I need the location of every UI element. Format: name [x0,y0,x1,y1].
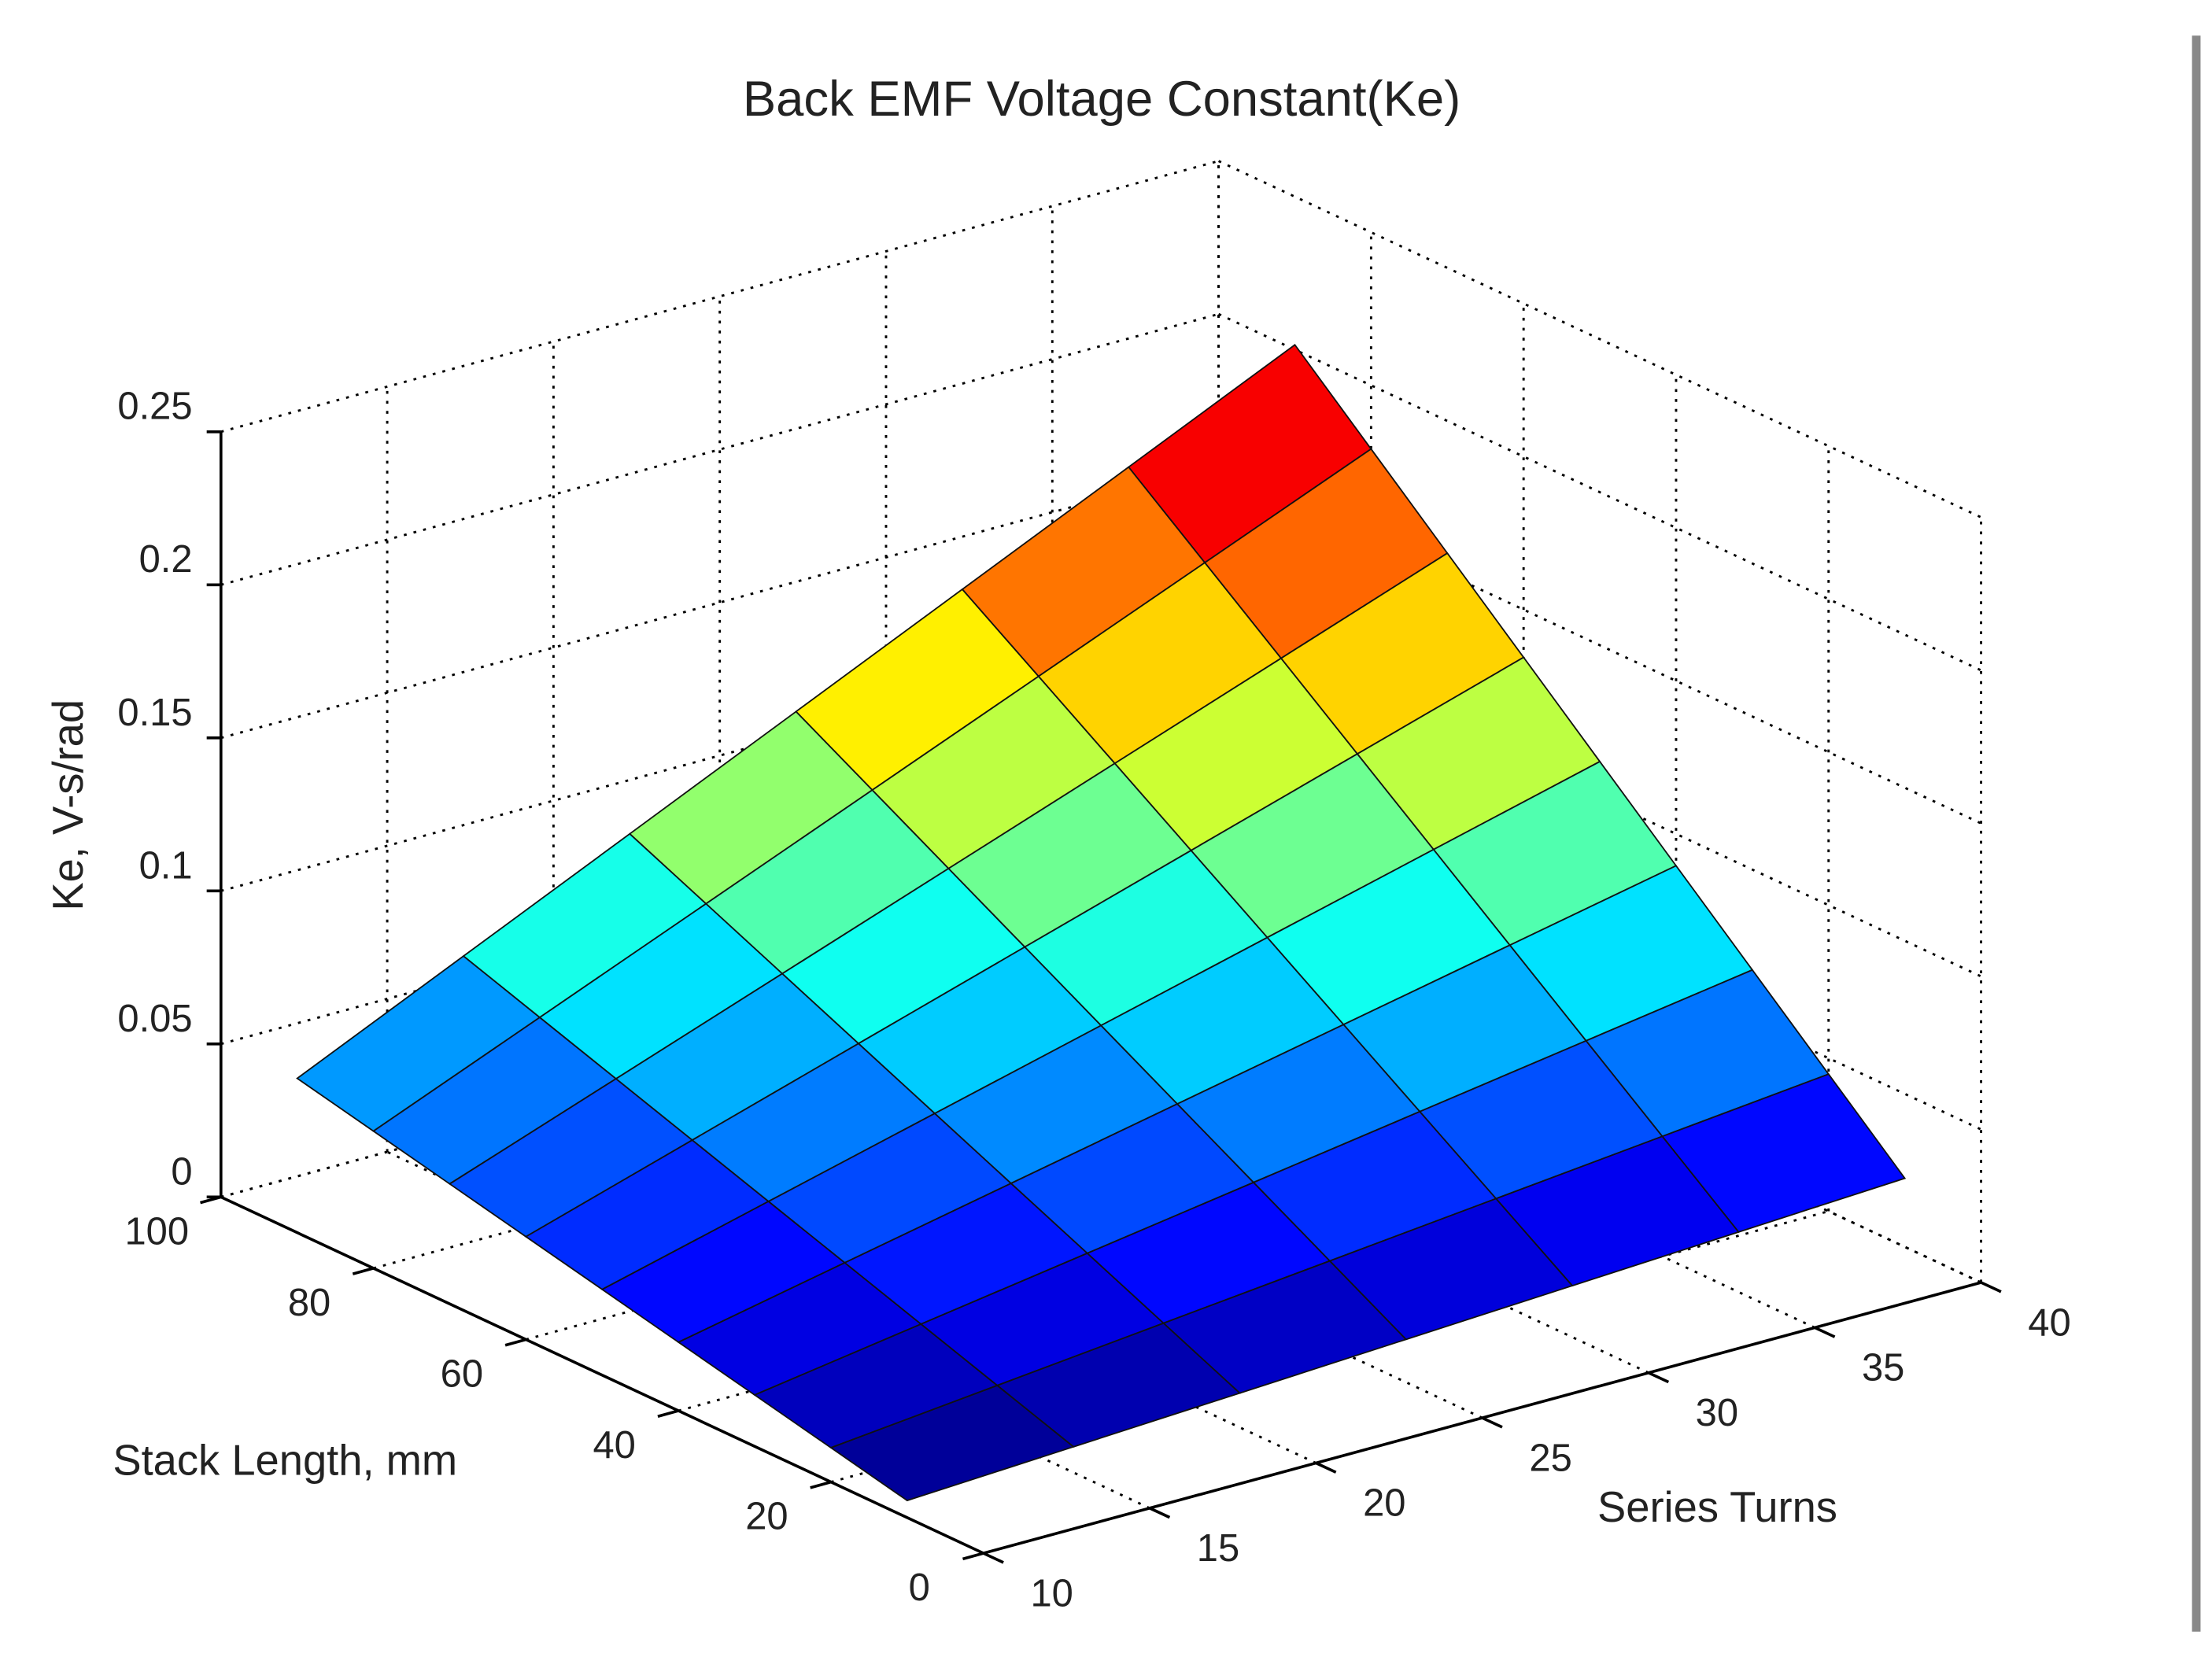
surface-patch [829,1384,1076,1502]
x-tick [1980,1281,2002,1293]
y-tick-label: 40 [593,1424,635,1467]
x-tick [1315,1461,1337,1474]
x-tick [1481,1416,1503,1429]
surface [296,343,1907,1502]
x-axis [983,1281,1982,1555]
y-tick-label: 60 [441,1353,483,1395]
y-tick [810,1480,832,1489]
y-axis-label: Stack Length, mm [113,1436,457,1484]
x-tick [1648,1371,1670,1384]
y-tick [657,1409,679,1419]
z-tick-label: 0.05 [117,998,192,1040]
y-tick-label: 80 [288,1282,331,1324]
x-tick-label: 10 [1030,1572,1073,1615]
z-tick-label: 0.25 [117,386,192,428]
x-tick-label: 15 [1197,1527,1239,1570]
axes: 0 0.05 0.1 0.15 0.2 0.25 10 15 20 25 30 35 40 0 20 40 60… [117,386,2070,1615]
x-tick [982,1552,1004,1564]
window-edge [2192,35,2201,1632]
z-tick-label: 0.15 [117,692,192,734]
y-tick [962,1552,984,1561]
x-tick-label: 35 [1862,1347,1904,1389]
grid-line [220,312,1219,586]
y-tick-label: 20 [745,1496,788,1538]
y-tick-label: 0 [909,1567,930,1609]
y-tick [504,1338,526,1347]
chart-title: Back EMF Voltage Constant(Ke) [743,72,1461,127]
grid-line [220,772,1219,1046]
x-axis-label: Series Turns [1597,1483,1837,1531]
z-tick-label: 0 [171,1150,192,1193]
y-tick-label: 100 [124,1210,189,1253]
z-tick-label: 0.2 [139,538,193,581]
x-tick [1814,1326,1836,1338]
x-tick-label: 20 [1363,1482,1405,1525]
z-axis-label: Ke, V-s/rad [44,699,92,911]
y-tick [352,1267,375,1275]
grid-line [1217,160,1982,519]
grid-line [220,618,1219,892]
x-tick [1149,1507,1171,1519]
y-tick [200,1195,222,1205]
grid-line [1217,312,1982,672]
grid-line [220,924,1219,1198]
z-tick-label: 0.1 [139,844,193,887]
x-tick-label: 30 [1696,1392,1738,1434]
y-axis [220,1195,984,1555]
grid-line [220,160,1219,434]
x-tick-label: 40 [2028,1301,2070,1344]
x-tick-label: 25 [1529,1437,1571,1479]
